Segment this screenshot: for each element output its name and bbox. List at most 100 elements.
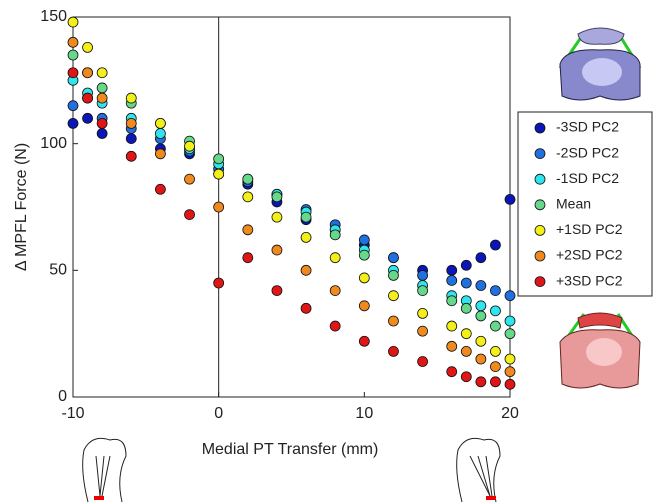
- legend-marker: [534, 276, 546, 288]
- knee-blue: [558, 27, 642, 101]
- point: [154, 128, 166, 139]
- y-tick-label: 0: [58, 388, 67, 405]
- point: [213, 153, 225, 165]
- point: [67, 118, 79, 129]
- point: [329, 320, 341, 332]
- x-axis-label: Medial PT Transfer (mm): [202, 441, 379, 458]
- point: [154, 148, 166, 160]
- point: [358, 300, 370, 312]
- x-tick-label: 10: [355, 405, 373, 422]
- legend-label: -1SD PC2: [556, 170, 619, 186]
- point: [271, 211, 283, 223]
- point: [475, 353, 487, 365]
- point: [271, 285, 283, 297]
- legend-label: -3SD PC2: [556, 119, 619, 135]
- point: [460, 302, 472, 314]
- point: [460, 371, 472, 383]
- point: [242, 224, 254, 236]
- point: [67, 49, 79, 61]
- point: [67, 100, 79, 112]
- point: [242, 252, 254, 264]
- knee-sketch-right: [456, 437, 501, 503]
- legend-marker: [534, 199, 546, 211]
- point: [388, 315, 399, 327]
- point: [300, 211, 312, 223]
- legend-label: -2SD PC2: [556, 144, 619, 160]
- point: [300, 231, 312, 243]
- point: [96, 67, 108, 79]
- point: [271, 191, 283, 203]
- point: [490, 345, 501, 357]
- point: [504, 366, 516, 378]
- legend-marker: [534, 122, 546, 134]
- point: [460, 345, 472, 357]
- point: [417, 356, 429, 367]
- point: [213, 201, 225, 213]
- legend-marker: [534, 250, 546, 262]
- legend-marker: [534, 224, 546, 236]
- point: [300, 302, 312, 314]
- point: [460, 277, 472, 289]
- legend-marker: [534, 148, 546, 160]
- point: [417, 285, 429, 297]
- point: [154, 118, 166, 129]
- point: [475, 335, 487, 347]
- point: [490, 285, 501, 297]
- point: [504, 328, 516, 340]
- legend-label: +2SD PC2: [556, 247, 623, 263]
- point: [242, 191, 254, 203]
- point: [329, 285, 341, 297]
- point: [446, 275, 458, 286]
- y-axis-label: Δ MPFL Force (N): [13, 143, 30, 271]
- point: [490, 361, 501, 373]
- point: [504, 193, 516, 205]
- point: [82, 112, 93, 124]
- plot-frame: [72, 16, 511, 398]
- point: [213, 277, 225, 289]
- point: [67, 67, 79, 79]
- point: [460, 259, 472, 271]
- point: [417, 269, 429, 281]
- point: [388, 290, 399, 302]
- point: [388, 252, 399, 264]
- point: [490, 305, 501, 317]
- point: [475, 376, 487, 388]
- point: [125, 92, 137, 104]
- point: [242, 173, 254, 185]
- point: [67, 16, 79, 28]
- legend: -3SD PC2 -2SD PC2 -1SD PC2 Mean +1SD PC2 +2SD…: [517, 111, 653, 297]
- point: [125, 133, 137, 145]
- legend-label: +3SD PC2: [556, 272, 623, 288]
- y-tick-label: 100: [40, 135, 67, 152]
- x-tick-label: 20: [501, 405, 519, 422]
- point: [417, 307, 429, 319]
- point: [446, 264, 458, 276]
- point: [446, 320, 458, 332]
- point: [82, 42, 93, 53]
- point: [460, 328, 472, 340]
- knee-red: [559, 312, 641, 389]
- point: [300, 264, 312, 276]
- point: [96, 118, 108, 129]
- point: [184, 209, 195, 221]
- knee-sketch-left: [82, 437, 127, 503]
- point: [446, 366, 458, 378]
- y-tick-label: 150: [40, 8, 67, 25]
- point: [271, 244, 283, 256]
- point: [358, 234, 370, 246]
- point: [417, 325, 429, 337]
- legend-label: +1SD PC2: [556, 221, 623, 237]
- point: [446, 340, 458, 352]
- point: [475, 280, 487, 291]
- point: [490, 239, 501, 251]
- legend-label: Mean: [556, 196, 591, 212]
- point: [358, 249, 370, 261]
- point: [96, 128, 108, 139]
- point: [358, 335, 370, 347]
- point: [329, 252, 341, 264]
- point: [475, 300, 487, 312]
- point: [504, 378, 516, 390]
- legend-marker: [534, 173, 546, 185]
- point: [504, 290, 516, 302]
